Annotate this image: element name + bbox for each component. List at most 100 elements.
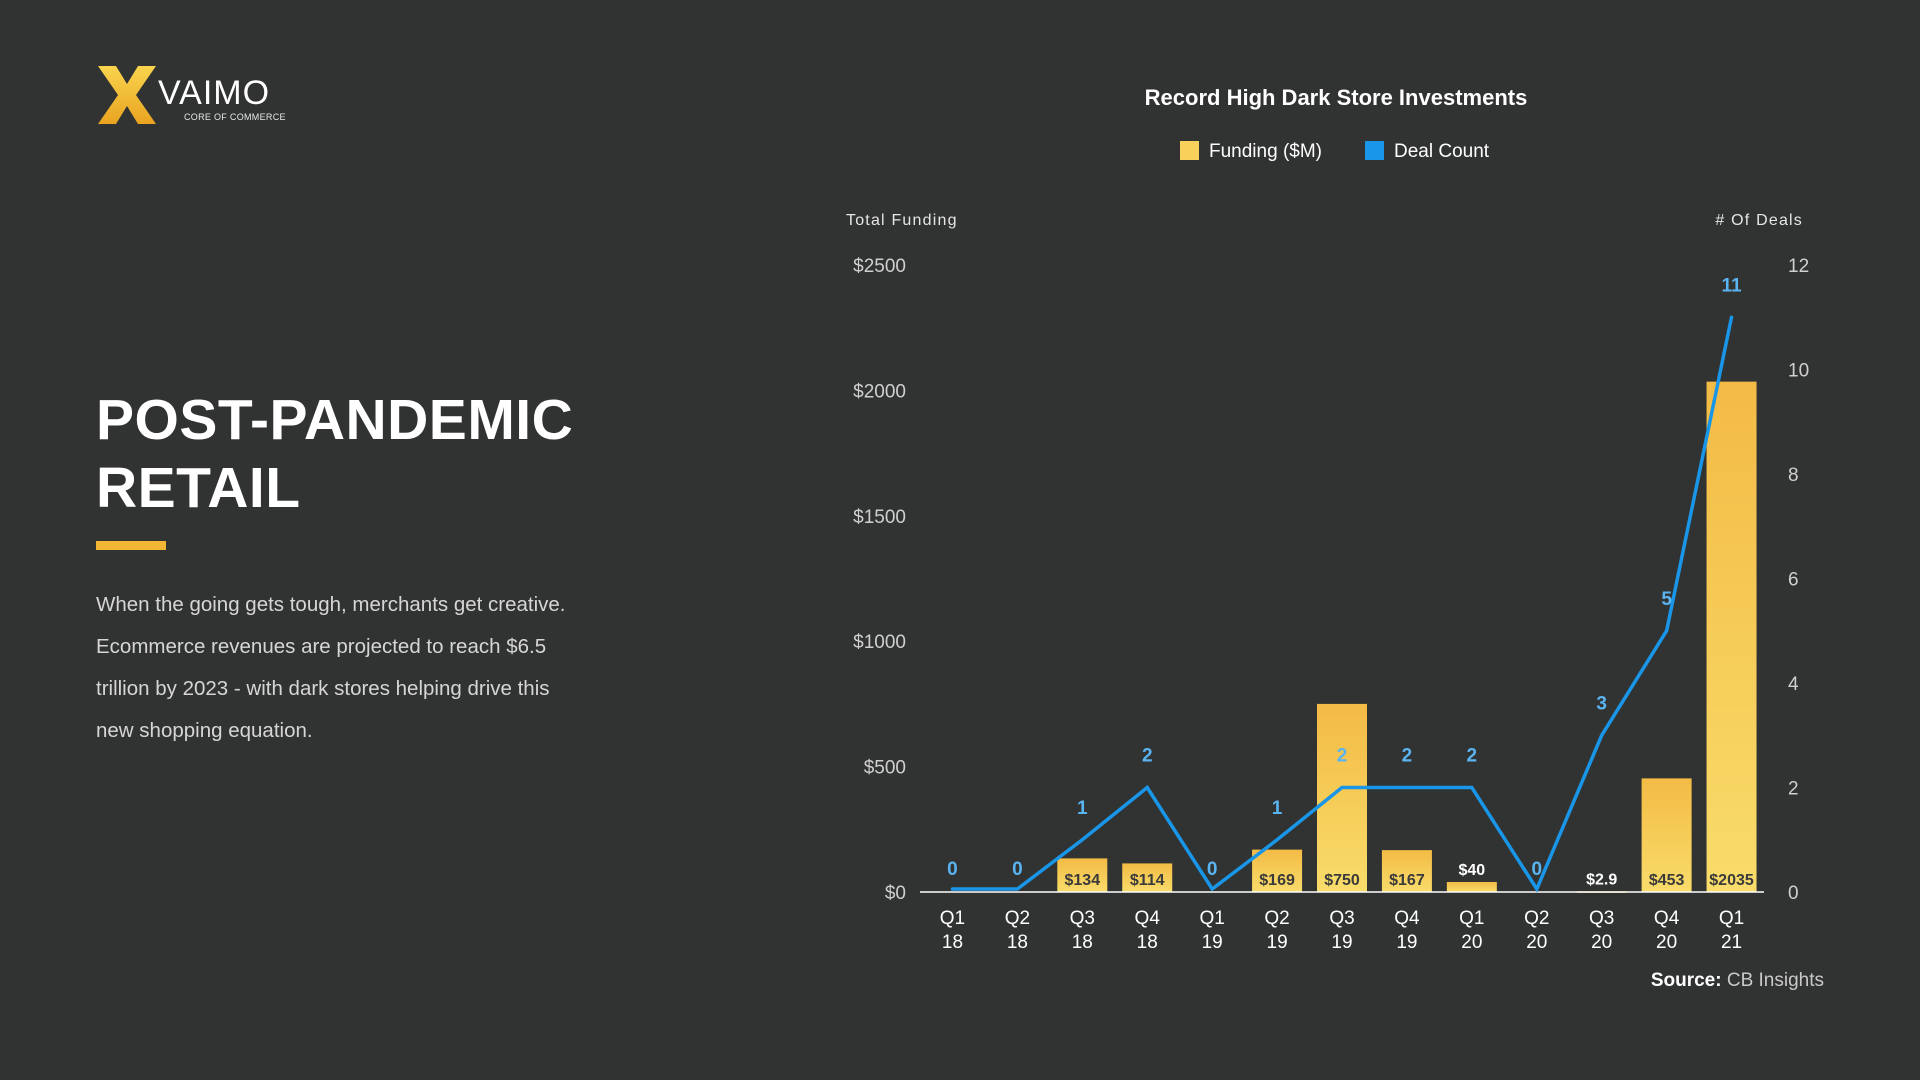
deal-count-data-label: 2 — [1402, 746, 1413, 767]
source-note: Source: CB Insights — [1651, 970, 1824, 992]
page-title-line-1: POST-PANDEMIC — [96, 388, 574, 452]
funding-data-label: $134 — [1065, 872, 1101, 889]
legend-swatch-deal-count — [1365, 141, 1384, 160]
brand-name: VAIMO — [158, 74, 271, 112]
intro-line-2: Ecommerce revenues are projected to reac… — [96, 635, 547, 658]
source-value: CB Insights — [1726, 970, 1824, 991]
x-tick-label-year: 20 — [1526, 932, 1547, 953]
y-left-tick-label: $1500 — [853, 507, 906, 528]
y-axis-left-ticks: $0 $500 $1000 $1500 $2000 $2500 — [853, 256, 906, 904]
intro-line-1: When the going gets tough, merchants get… — [96, 593, 566, 616]
title-accent-divider — [96, 541, 166, 550]
x-tick-label-quarter: Q1 — [940, 908, 965, 929]
deal-count-data-label: 1 — [1272, 798, 1283, 819]
funding-bar — [1446, 881, 1497, 892]
funding-data-label: $2.9 — [1586, 871, 1617, 888]
y-axis-right-ticks: 0 2 4 6 8 10 12 — [1788, 256, 1809, 904]
source-label: Source: — [1650, 970, 1722, 991]
deal-count-line: 0 0 1 2 0 1 2 2 2 0 3 5 11 — [947, 275, 1742, 893]
deal-count-data-label: 0 — [947, 859, 958, 880]
y-left-tick-label: $1000 — [853, 632, 906, 653]
x-tick-label-year: 18 — [1137, 932, 1158, 953]
funding-bar — [1381, 850, 1432, 892]
page-title: POST-PANDEMIC RETAIL — [96, 386, 656, 522]
y-right-tick-label: 4 — [1788, 674, 1799, 695]
chart-legend: Funding ($M) Deal Count — [1180, 141, 1490, 162]
x-tick-label-year: 20 — [1461, 932, 1482, 953]
deal-count-data-label: 0 — [1012, 859, 1023, 880]
x-tick-label-year: 19 — [1331, 932, 1352, 953]
y-right-tick-label: 10 — [1788, 361, 1809, 382]
funding-bar — [1252, 849, 1303, 892]
deal-count-data-label: 2 — [1337, 746, 1348, 767]
x-tick-label-year: 18 — [942, 932, 963, 953]
deal-count-data-label: 0 — [1531, 859, 1542, 880]
y-left-tick-label: $500 — [864, 758, 906, 779]
intro-line-3: trillion by 2023 - with dark stores help… — [96, 677, 550, 700]
x-tick-label-quarter: Q1 — [1459, 908, 1484, 929]
funding-bar — [1317, 703, 1367, 892]
y-left-tick-label: $0 — [885, 883, 906, 904]
deal-count-line-path — [950, 315, 1734, 893]
x-tick-label-quarter: Q3 — [1070, 908, 1095, 929]
x-tick-label-quarter: Q1 — [1719, 908, 1744, 929]
x-tick-label-quarter: Q4 — [1654, 908, 1680, 929]
funding-data-label: $169 — [1259, 872, 1295, 889]
intro-paragraph: When the going gets tough, merchants get… — [96, 584, 616, 752]
legend-swatch-funding — [1180, 141, 1199, 160]
deal-count-data-label: 1 — [1077, 798, 1088, 819]
deal-count-data-label: 11 — [1721, 275, 1742, 296]
x-tick-label-quarter: Q2 — [1524, 908, 1549, 929]
x-tick-label-quarter: Q1 — [1199, 908, 1224, 929]
funding-data-label: $167 — [1389, 872, 1425, 889]
x-tick-label-year: 20 — [1656, 932, 1677, 953]
page-title-line-2: RETAIL — [96, 456, 301, 520]
funding-data-label: $40 — [1458, 862, 1485, 879]
y-right-tick-label: 8 — [1788, 465, 1799, 486]
x-tick-label-quarter: Q4 — [1135, 908, 1161, 929]
x-tick-label-quarter: Q4 — [1394, 908, 1420, 929]
y-right-tick-label: 0 — [1788, 883, 1799, 904]
funding-data-label: $2035 — [1709, 872, 1754, 889]
funding-data-label: $750 — [1324, 872, 1360, 889]
intro-line-4: new shopping equation. — [96, 719, 313, 742]
y-right-tick-label: 6 — [1788, 570, 1799, 591]
y-right-tick-label: 12 — [1788, 256, 1809, 277]
deal-count-data-label: 2 — [1142, 746, 1153, 767]
y-axis-right-label: # Of Deals — [1715, 212, 1803, 229]
y-axis-left-label: Total Funding — [846, 212, 958, 229]
funding-data-label: $453 — [1649, 872, 1685, 889]
chart-title: Record High Dark Store Investments — [1145, 85, 1528, 110]
vaimo-x-mark-icon — [98, 66, 156, 124]
funding-bar — [1057, 858, 1108, 892]
x-tick-label-year: 20 — [1591, 932, 1612, 953]
deal-count-data-label: 0 — [1207, 859, 1218, 880]
funding-bar — [1122, 863, 1173, 892]
x-tick-label-year: 19 — [1202, 932, 1223, 953]
x-axis-ticks: Q1 18 Q2 18 Q3 18 Q4 18 Q1 19 Q2 19 Q3 19 Q4 19 Q1 20 Q2 20… — [940, 908, 1744, 953]
x-tick-label-quarter: Q2 — [1264, 908, 1289, 929]
legend-label-funding: Funding ($M) — [1209, 141, 1322, 162]
x-tick-label-quarter: Q2 — [1005, 908, 1030, 929]
funding-bar — [1641, 778, 1692, 892]
x-tick-label-year: 19 — [1267, 932, 1288, 953]
y-left-tick-label: $2000 — [853, 381, 906, 402]
deal-count-data-label: 5 — [1661, 589, 1672, 610]
funding-data-label: $114 — [1130, 872, 1165, 889]
funding-bars: $134 $114 $169 $750 $167 $40 $2.9 $453 $2035 — [1057, 381, 1757, 893]
x-tick-label-quarter: Q3 — [1589, 908, 1614, 929]
y-right-tick-label: 2 — [1788, 779, 1799, 800]
x-tick-label-year: 18 — [1007, 932, 1028, 953]
x-tick-label-year: 21 — [1721, 932, 1742, 953]
deal-count-data-label: 2 — [1467, 746, 1478, 767]
brand-tagline: CORE OF COMMERCE — [184, 112, 286, 122]
funding-bar — [1706, 381, 1757, 892]
legend-label-deal-count: Deal Count — [1394, 141, 1490, 162]
vaimo-logo: VAIMO CORE OF COMMERCE — [96, 62, 296, 132]
x-tick-label-year: 18 — [1072, 932, 1093, 953]
x-tick-label-quarter: Q3 — [1329, 908, 1354, 929]
x-tick-label-year: 19 — [1396, 932, 1417, 953]
deal-count-data-label: 3 — [1596, 693, 1607, 714]
y-left-tick-label: $2500 — [853, 256, 906, 277]
